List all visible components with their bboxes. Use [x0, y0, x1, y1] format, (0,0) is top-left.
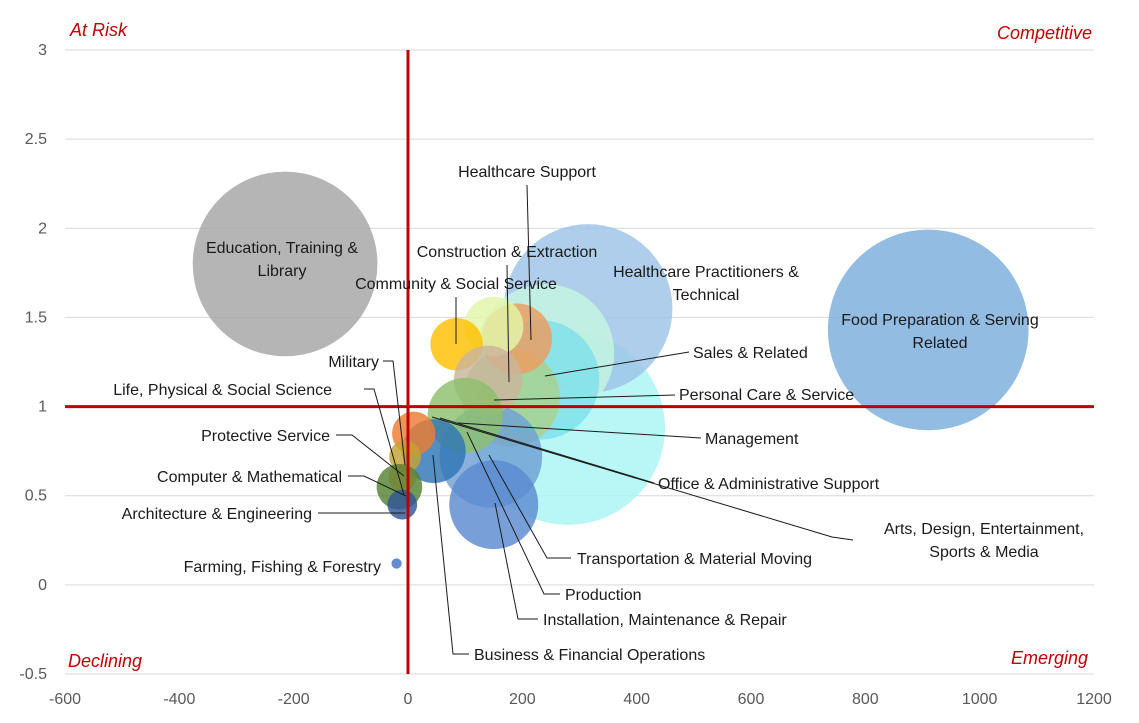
x-tick-label: -200 [278, 691, 310, 708]
leader-construction [506, 264, 510, 383]
label-management: Management [705, 431, 799, 448]
y-tick-label: 3 [38, 42, 47, 59]
y-tick-label: -0.5 [19, 666, 47, 683]
label-line: Arts, Design, Entertainment, [884, 521, 1084, 538]
y-tick-label: 0.5 [25, 488, 47, 505]
leader-protective [336, 434, 405, 477]
label-food: Food Preparation & Serving Related [841, 312, 1038, 352]
x-tick-label: 600 [738, 691, 765, 708]
leader-office [439, 417, 655, 484]
x-tick-label: 200 [509, 691, 536, 708]
label-line: Related [912, 335, 967, 352]
leader-personal [493, 394, 676, 401]
label-military: Military [328, 354, 379, 371]
label-line: Food Preparation & Serving [841, 312, 1038, 329]
bubble-food [827, 229, 1029, 431]
bubble-labels: Arts, Design, Entertainment, Sports & Med… [113, 164, 1084, 664]
leader-business [432, 454, 469, 655]
leader-management [457, 422, 702, 439]
leader-arts [431, 416, 854, 541]
leader-installation [494, 502, 538, 620]
leader-transport [488, 454, 571, 559]
label-life: Life, Physical & Social Science [113, 382, 332, 399]
leader-production [466, 431, 560, 595]
leader-support [526, 184, 532, 341]
reference-lines [65, 50, 1094, 674]
y-tick-label: 1 [38, 399, 47, 416]
x-tick-label: -600 [49, 691, 81, 708]
y-tick-label: 2.5 [25, 131, 47, 148]
quadrant-label-at-risk: At Risk [69, 20, 128, 40]
leader-sales [544, 351, 690, 377]
x-tick-label: 400 [623, 691, 650, 708]
bubble-transport [449, 460, 539, 550]
bubbles [192, 171, 1029, 569]
label-construction: Construction & Extraction [417, 244, 598, 261]
quadrant-label-competitive: Competitive [997, 23, 1092, 43]
label-production: Production [565, 587, 642, 604]
label-line: Sports & Media [929, 544, 1038, 561]
label-line: Technical [673, 287, 740, 304]
bubble-architecture [387, 489, 418, 520]
quadrant-label-emerging: Emerging [1011, 648, 1088, 668]
leader-military [383, 360, 406, 466]
y-tick-label: 1.5 [25, 309, 47, 326]
leader-computer [348, 475, 407, 497]
label-personal: Personal Care & Service [679, 387, 854, 404]
label-office: Office & Administrative Support [658, 476, 880, 493]
label-computer: Computer & Mathematical [157, 469, 342, 486]
quadrant-labels: At Risk Competitive Declining Emerging [68, 20, 1092, 671]
label-installation: Installation, Maintenance & Repair [543, 612, 787, 629]
label-leaders [318, 184, 854, 655]
axis-ticks: -0.5 0 0.5 1 1.5 2 2.5 3 -600 -400 -200 0 200 400 600 8… [19, 42, 1111, 708]
label-education: Education, Training & Library [206, 240, 358, 280]
bubble-education [192, 171, 378, 357]
x-tick-label: 1200 [1076, 691, 1112, 708]
label-transport: Transportation & Material Moving [577, 551, 812, 568]
label-protective: Protective Service [201, 428, 330, 445]
quadrant-label-declining: Declining [68, 651, 142, 671]
label-arts: Arts, Design, Entertainment, Sports & Med… [884, 521, 1084, 561]
x-tick-label: 0 [404, 691, 413, 708]
bubble-farming [391, 558, 402, 569]
label-support: Healthcare Support [458, 164, 596, 181]
label-line: Library [258, 263, 307, 280]
y-tick-label: 0 [38, 577, 47, 594]
label-architecture: Architecture & Engineering [122, 506, 312, 523]
label-line: Healthcare Practitioners & [613, 264, 799, 281]
label-business: Business & Financial Operations [474, 647, 705, 664]
label-farming: Farming, Fishing & Forestry [184, 559, 381, 576]
label-practitioners: Healthcare Practitioners & Technical [613, 264, 799, 304]
x-tick-label: -400 [163, 691, 195, 708]
label-sales: Sales & Related [693, 345, 808, 362]
leader-life [364, 388, 405, 496]
label-community: Community & Social Service [355, 276, 557, 293]
label-line: Education, Training & [206, 240, 358, 257]
x-tick-label: 1000 [962, 691, 998, 708]
y-tick-label: 2 [38, 220, 47, 237]
x-tick-label: 800 [852, 691, 879, 708]
